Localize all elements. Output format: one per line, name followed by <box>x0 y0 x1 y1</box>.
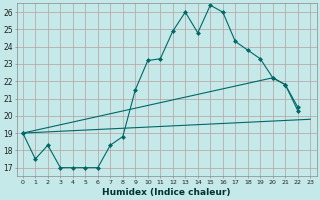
X-axis label: Humidex (Indice chaleur): Humidex (Indice chaleur) <box>102 188 231 197</box>
